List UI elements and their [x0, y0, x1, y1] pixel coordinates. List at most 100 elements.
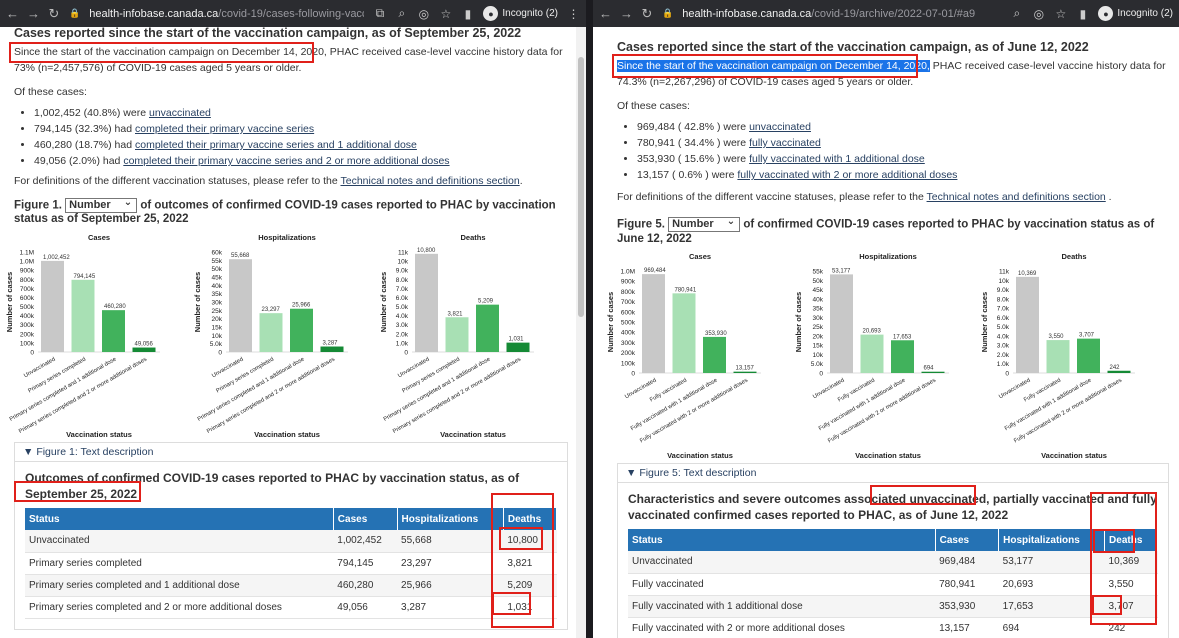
table-cell: 460,280	[333, 574, 398, 597]
list-item-text: 13,157 ( 0.6% ) were	[637, 169, 738, 181]
bar	[1016, 276, 1039, 373]
x-tick-label: Primary series completed and 1 additiona…	[197, 357, 306, 423]
details-summary[interactable]: ▼ Figure 1: Text description	[15, 443, 567, 462]
y-tick-label: 0	[30, 350, 34, 357]
address-bar[interactable]: health-infobase.canada.ca/covid-19/cases…	[89, 8, 364, 20]
y-tick-label: 700k	[621, 299, 636, 306]
list-item-text: 49,056 (2.0%) had	[34, 155, 124, 167]
y-tick-label: 10k	[212, 333, 223, 340]
bar-chart: Deaths Number of cases 0 1.0k 2.0k 3.0k 4.0k 5.…	[980, 252, 1135, 460]
column-header: Cases	[333, 508, 398, 530]
bar	[733, 371, 757, 373]
side-panel-icon[interactable]: ▮	[1079, 6, 1087, 21]
reload-icon[interactable]: ↻	[641, 5, 653, 21]
bar-chart: Cases Number of cases 0 100k 200k 300k 400k 500…	[606, 252, 761, 460]
table-cell: 10,800	[503, 530, 557, 553]
details-summary[interactable]: ▼ Figure 5: Text description	[618, 464, 1168, 483]
details-summary-label: Figure 1: Text description	[36, 446, 154, 458]
incognito-indicator[interactable]: ● Incognito (2)	[1098, 6, 1173, 21]
y-tick-label: 35k	[212, 291, 223, 298]
y-tick-label: 60k	[212, 250, 223, 257]
status-link[interactable]: completed their primary vaccine series	[135, 123, 315, 135]
y-tick-label: 1.1M	[20, 250, 34, 257]
incognito-icon: ●	[1098, 6, 1114, 21]
y-tick-label: 10k	[999, 278, 1010, 285]
lock-icon[interactable]: 🔒	[662, 8, 674, 18]
figure-title-rest: of outcomes of confirmed COVID-19 cases …	[14, 199, 556, 225]
scrollbar-thumb[interactable]	[578, 57, 584, 317]
y-tick-label: 2.0k	[396, 331, 409, 338]
figure-measure-select[interactable]: Number	[65, 196, 138, 213]
y-tick-label: 30k	[212, 300, 223, 307]
side-panel-icon[interactable]: ▮	[464, 6, 472, 21]
status-link[interactable]: fully vaccinated with 2 or more addition…	[737, 169, 958, 181]
table-cell: 969,484	[935, 551, 999, 574]
column-header: Deaths	[503, 508, 558, 530]
install-icon[interactable]: ⧉	[375, 6, 385, 20]
back-arrow-icon[interactable]: ←	[6, 6, 19, 21]
technical-notes-link[interactable]: Technical notes and definitions section	[926, 191, 1106, 203]
definitions-paragraph: For definitions of the different vaccina…	[14, 173, 568, 189]
y-tick-label: 40k	[813, 296, 824, 303]
y-tick-label: 200k	[621, 350, 636, 357]
definitions-end: .	[1105, 191, 1112, 203]
x-tick-label: Fully vaccinated with 2 or more addition…	[827, 377, 937, 444]
table-row: Unvaccinated 969,484 53,177 10,369	[628, 551, 1158, 574]
status-link[interactable]: fully vaccinated with 1 additional dose	[749, 153, 925, 165]
y-tick-label: 100k	[621, 360, 636, 367]
forward-arrow-icon[interactable]: →	[27, 6, 40, 21]
kebab-menu-icon[interactable]: ⋮	[567, 6, 580, 21]
status-link[interactable]: unvaccinated	[149, 107, 211, 119]
eye-slash-icon[interactable]: ◎	[1033, 6, 1045, 21]
bar	[921, 371, 945, 373]
eye-slash-icon[interactable]: ◎	[418, 6, 430, 21]
data-label: 17,653	[893, 334, 912, 340]
y-tick-label: 8.0k	[997, 296, 1010, 303]
address-bar[interactable]: health-infobase.canada.ca/covid-19/archi…	[682, 8, 1001, 20]
table-cell: Fully vaccinated	[628, 573, 936, 596]
status-link[interactable]: completed their primary vaccine series a…	[135, 139, 417, 151]
list-item: 780,941 ( 34.4% ) were fully vaccinated	[637, 135, 1169, 151]
technical-notes-link[interactable]: Technical notes and definitions section	[340, 175, 520, 187]
star-icon[interactable]: ☆	[1055, 6, 1067, 21]
y-tick-label: 10k	[398, 259, 409, 266]
data-label: 3,821	[448, 311, 464, 317]
status-link[interactable]: fully vaccinated	[749, 137, 821, 149]
star-icon[interactable]: ☆	[440, 6, 452, 21]
bar	[132, 347, 156, 352]
data-label: 49,056	[135, 342, 154, 348]
status-link[interactable]: unvaccinated	[749, 121, 811, 133]
table-cell: 13,157	[935, 617, 999, 638]
forward-arrow-icon[interactable]: →	[620, 6, 633, 21]
column-header: Status	[25, 508, 334, 530]
table-row: Primary series completed 794,145 23,297 3,8…	[25, 552, 557, 575]
status-link[interactable]: completed their primary vaccine series a…	[123, 155, 450, 167]
y-tick-label: 900k	[621, 279, 636, 286]
figure-charts: Cases Number of cases 0 100k 200k 300k 400k 500…	[606, 252, 1135, 460]
y-tick-label: 1.0k	[396, 340, 409, 347]
figure-measure-select[interactable]: Number	[668, 215, 741, 232]
page-content: Cases reported since the start of the va…	[593, 40, 1179, 638]
lock-icon[interactable]: 🔒	[69, 8, 81, 18]
zoom-icon[interactable]: ⌕	[1013, 6, 1021, 20]
table-row: Primary series completed and 1 additiona…	[25, 574, 557, 597]
scrollbar[interactable]	[576, 27, 586, 638]
data-label: 3,287	[323, 341, 339, 347]
y-tick-label: 500k	[621, 320, 636, 327]
incognito-indicator[interactable]: ● Incognito (2)	[483, 6, 558, 21]
reload-icon[interactable]: ↻	[48, 5, 60, 21]
outcomes-table: Status Cases Hospitalizations Deaths Unvacci…	[25, 508, 558, 619]
y-tick-label: 15k	[212, 325, 223, 332]
x-axis-label: Vaccination status	[440, 430, 506, 439]
data-label: 3,707	[1079, 333, 1095, 339]
list-item-text: 780,941 ( 34.4% ) were	[637, 137, 750, 149]
zoom-icon[interactable]: ⌕	[398, 6, 406, 20]
url-host: health-infobase.canada.ca	[89, 7, 219, 20]
y-axis-label: Number of cases	[379, 272, 388, 332]
data-label: 794,145	[74, 274, 96, 280]
back-arrow-icon[interactable]: ←	[599, 6, 612, 21]
bar	[830, 274, 853, 373]
intro-rest: PHAC received case-level vaccine history…	[617, 60, 1166, 88]
bar	[229, 259, 252, 352]
y-tick-label: 11k	[999, 269, 1010, 276]
